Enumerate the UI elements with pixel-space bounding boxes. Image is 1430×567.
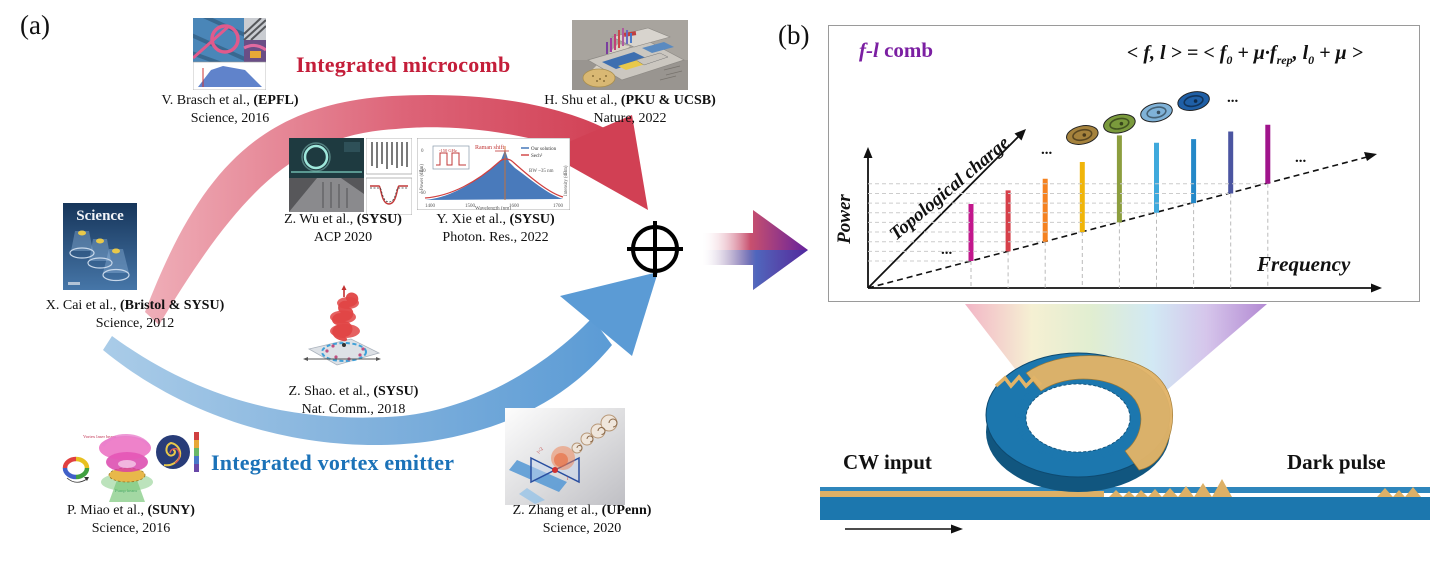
cw-input-field <box>820 491 1104 497</box>
citation-institution: (SYSU) <box>509 212 555 227</box>
fl-comb-plot-box: f-l comb < f, l > = < f0 + μ·frep, l0 + … <box>828 25 1420 302</box>
citation-text: Z. Shao. et al., <box>288 384 374 399</box>
dark-pulse-field <box>1377 487 1430 497</box>
zhang-citation: Z. Zhang et al., (UPenn) Science, 2020 <box>492 502 672 539</box>
miao-note1: Vortex laser beam <box>83 434 117 439</box>
citation-journal: Science, 2016 <box>91 521 171 537</box>
miao-citation: P. Miao et al., (SUNY) Science, 2016 <box>45 502 217 539</box>
citation-text: Z. Wu et al., <box>284 212 357 227</box>
vortex-arrow <box>103 272 658 446</box>
svg-text:...: ... <box>941 242 953 258</box>
wu-plots-image <box>366 138 412 215</box>
fl-comb-title-italic: f-l <box>859 38 879 62</box>
citation-institution: (SYSU) <box>356 212 402 227</box>
plot-axes <box>863 129 1382 293</box>
propagation-arrow <box>845 524 963 534</box>
xie-raman-label: Raman shift <box>475 144 504 151</box>
citation-institution: (UPenn) <box>601 503 652 518</box>
xie-ylabel-right: Intensity (dBm) <box>564 165 569 196</box>
panel-a-label: (a) <box>20 10 50 40</box>
shao-thumbnail-image <box>303 285 381 380</box>
citation-journal: Science, 2012 <box>95 316 175 332</box>
citation-text: Y. Xie et al., <box>436 212 510 227</box>
fl-comb-title: f-l comb <box>859 38 933 63</box>
miao-thumbnail-image: Vortex laser beam Pump beam <box>55 420 201 502</box>
panel-b-label: (b) <box>778 20 810 50</box>
dashed-baseline <box>867 152 1377 289</box>
xie-legend1: Our solution <box>531 147 557 152</box>
shu-thumbnail-image <box>572 20 688 90</box>
wu-citation: Z. Wu et al., (SYSU) ACP 2020 <box>268 211 418 248</box>
panel-a-arrows-layer <box>103 94 808 446</box>
citation-journal: Nat. Comm., 2018 <box>301 402 406 418</box>
ring-rim-ripples <box>994 374 1043 389</box>
comb-formula: < f, l > = < f0 + μ·frep, l0 + μ > <box>1126 42 1364 67</box>
citation-journal: Photon. Res., 2022 <box>442 230 549 246</box>
wu-thumbnail-image <box>289 138 364 212</box>
svg-text:...: ... <box>1295 150 1307 166</box>
science-cover-title: Science <box>76 208 124 224</box>
xie-thumbnail-image: -150 GHz Raman shift Our solution Sech² … <box>417 138 570 210</box>
comb-lines-group: ............ <box>868 90 1307 288</box>
citation-text: X. Cai et al., <box>45 298 121 313</box>
xie-ytick: -60 <box>419 191 426 196</box>
citation-journal: Science, 2020 <box>542 521 622 537</box>
svg-text:l=2: l=2 <box>537 447 545 456</box>
zhang-thumbnail-image: l=2 l <box>505 408 625 505</box>
brasch-thumbnail-image <box>193 18 266 90</box>
fl-comb-title-rest: comb <box>878 38 934 62</box>
vortex-title: Integrated vortex emitter <box>211 450 455 475</box>
shu-citation: H. Shu et al., (PKU & UCSB) Nature, 2022 <box>535 92 725 129</box>
svg-text:...: ... <box>1041 142 1053 158</box>
citation-institution: (SYSU) <box>373 384 419 399</box>
xie-bw-label: BW ~35 nm <box>529 169 554 174</box>
cai-science-cover-image: Science <box>63 203 137 290</box>
citation-journal: Nature, 2022 <box>593 111 667 127</box>
comb-plot-svg: ............ <box>863 90 1382 293</box>
microcomb-arrow <box>145 94 648 326</box>
citation-institution: (SUNY) <box>147 503 195 518</box>
citation-institution: (Bristol & SYSU) <box>120 298 225 313</box>
plus-combiner-icon <box>627 221 683 277</box>
microring-resonator <box>985 352 1173 492</box>
xie-tick: 1500 <box>465 204 476 209</box>
gradient-output-arrow <box>703 210 808 290</box>
citation-text: Z. Zhang et al., <box>512 503 602 518</box>
xie-xlabel: Wavelength (nm) <box>475 205 511 211</box>
xie-ghz-label: -150 GHz <box>439 148 457 153</box>
frequency-axis-label: Frequency <box>1257 252 1351 276</box>
ring-resonator-illustration <box>820 304 1430 534</box>
citation-text: V. Brasch et al., <box>161 93 254 108</box>
bus-waveguide <box>820 479 1430 520</box>
oscillating-field <box>1103 479 1232 497</box>
brasch-citation: V. Brasch et al., (EPFL) Science, 2016 <box>150 92 310 129</box>
microcomb-title: Integrated microcomb <box>296 52 511 77</box>
wrapped-pulse-ribbon <box>1025 355 1173 471</box>
xie-ytick: 0 <box>421 149 424 154</box>
xie-ytick: -30 <box>419 169 426 174</box>
xie-citation: Y. Xie et al., (SYSU) Photon. Res., 2022 <box>413 211 578 248</box>
xie-tick: 1700 <box>553 204 564 209</box>
svg-text:...: ... <box>1227 90 1239 106</box>
svg-text:l: l <box>567 477 569 482</box>
dark-pulse-label: Dark pulse <box>1287 450 1386 474</box>
citation-journal: Science, 2016 <box>190 111 270 127</box>
xie-legend2: Sech² <box>531 153 543 159</box>
citation-institution: (PKU & UCSB) <box>620 93 716 108</box>
citation-journal: ACP 2020 <box>313 230 373 246</box>
xie-tick: 1400 <box>425 204 436 209</box>
shao-citation: Z. Shao. et al., (SYSU) Nat. Comm., 2018 <box>266 383 441 420</box>
xie-ylabel: Power (dBm) <box>420 164 425 190</box>
cai-citation: X. Cai et al., (Bristol & SYSU) Science,… <box>22 297 248 334</box>
xie-tick: 1600 <box>509 204 520 209</box>
citation-text: H. Shu et al., <box>544 93 621 108</box>
citation-text: P. Miao et al., <box>67 503 148 518</box>
citation-institution: (EPFL) <box>253 93 299 108</box>
cw-input-label: CW input <box>843 450 932 474</box>
